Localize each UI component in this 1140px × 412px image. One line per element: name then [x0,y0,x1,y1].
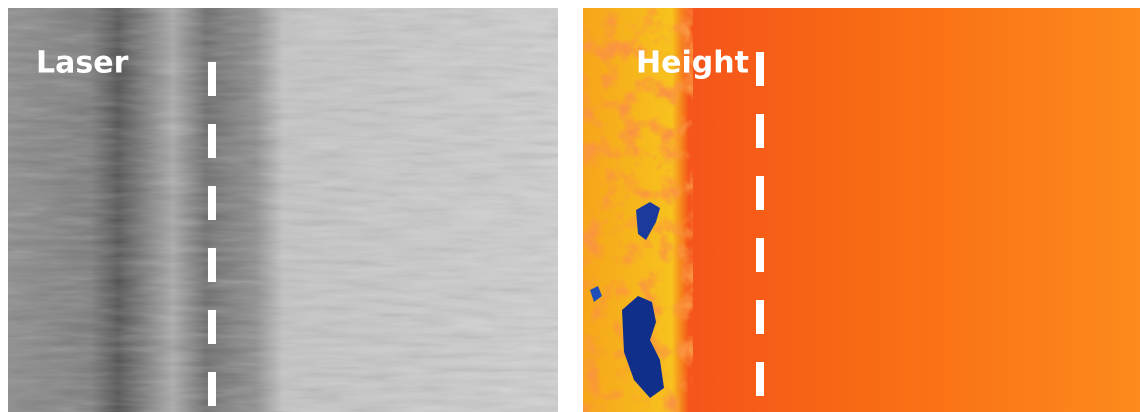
panel-label: Height [636,46,749,81]
figure: Laser Height [0,0,1140,412]
laser-panel: Laser [8,8,558,412]
height-panel: Height [583,8,1140,412]
panel-label: Laser [36,46,129,81]
